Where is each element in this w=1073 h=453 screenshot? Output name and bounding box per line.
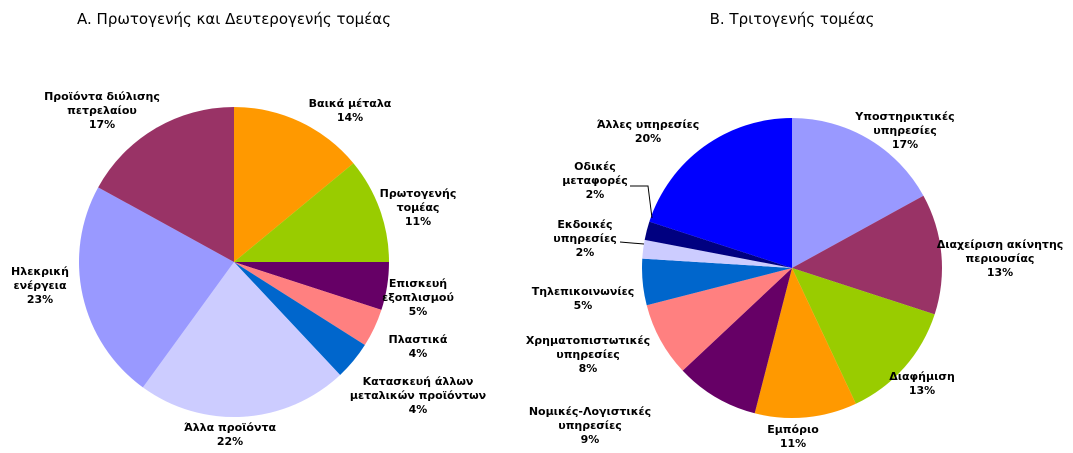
category-label: Άλλες υπηρεσίες [596,118,700,131]
value-label: 23% [26,293,54,306]
leader-line [630,185,653,219]
value-label: 5% [408,305,428,318]
category-label: Πλαστικά [388,333,448,346]
pie-slice [642,258,792,306]
pie-slice [682,268,792,414]
value-label: 9% [580,433,600,446]
category-label: Εμπόριο [767,423,819,436]
pie-slice [234,262,389,310]
pie-slice [792,268,935,404]
slice-label: Τηλεπικοινωνίες 5% [523,285,643,313]
slices [79,107,942,418]
slice-label: Πλαστικά 4% [378,333,458,361]
category-label: Τηλεπικοινωνίες [531,285,635,298]
slice-label: Βαικά μέταλα 14% [295,97,405,125]
slice-label: Πρωτογενής τομέας 11% [378,187,458,229]
pie-slice [792,195,942,315]
pie-slice [234,107,354,262]
value-label: 14% [336,111,364,124]
pie-slice [98,107,235,262]
slice-label: Άλλα προϊόντα 22% [170,421,290,449]
pie-slice [234,163,389,262]
category-label: Διαφήμιση [889,370,955,383]
category-label: Πρωτογενής τομέας [379,187,457,214]
pie-slice [79,187,234,388]
slice-label: Υποστηρικτικές υπηρεσίες 17% [845,110,965,152]
slice-label: Εκδοικές υπηρεσίες 2% [545,218,625,260]
value-label: 8% [578,362,598,375]
category-label: Εκδοικές υπηρεσίες [553,218,617,245]
value-label: 13% [908,384,936,397]
value-label: 13% [986,266,1014,279]
slice-label: Διαχείριση ακίνητης περιουσίας 13% [935,238,1065,280]
pie-slice [234,262,365,375]
category-label: Νομικές-Λογιστικές υπηρεσίες [528,405,652,432]
value-label: 5% [573,299,593,312]
slice-label: Νομικές-Λογιστικές υπηρεσίες 9% [525,405,655,447]
value-label: 2% [575,246,595,259]
value-label: 11% [404,215,432,228]
pie-slice [644,221,792,268]
pie-slice [142,262,341,417]
chart-title: A. Πρωτογενής και Δευτερογενής τομέας [77,10,391,28]
slice-label: Χρηματοπιστωτικές υπηρεσίες 8% [518,334,658,376]
pie-slice [649,118,792,268]
value-label: 17% [88,118,116,131]
category-label: Προϊόντα διύλισης πετρελαίου [44,90,160,117]
value-label: 4% [408,403,428,416]
pie-slice [234,262,382,346]
slice-label: Κατασκευή άλλων μεταλικών προϊόντων 4% [348,375,488,417]
pie-slice [754,268,856,418]
category-label: Επισκευή εξοπλισμού [382,277,454,304]
category-label: Υποστηρικτικές υπηρεσίες [855,110,955,137]
category-label: Χρηματοπιστωτικές υπηρεσίες [525,334,651,361]
category-label: Άλλα προϊόντα [183,421,277,434]
category-label: Ηλεκρική ενέργεια [11,265,69,292]
leader-line [619,241,645,245]
category-label: Διαχείριση ακίνητης περιουσίας [936,238,1064,265]
category-label: Κατασκευή άλλων μεταλικών προϊόντων [349,375,487,402]
category-label: Οδικές μεταφορές [562,160,628,187]
value-label: 2% [585,188,605,201]
chart-title: B. Τριτογενής τομέας [709,10,875,28]
pie-slice [646,268,792,371]
value-label: 17% [891,138,919,151]
slice-label: Οδικές μεταφορές 2% [555,160,635,202]
category-label: Βαικά μέταλα [308,97,392,110]
value-label: 20% [634,132,662,145]
slice-label: Επισκευή εξοπλισμού 5% [373,277,463,319]
value-label: 4% [408,347,428,360]
slice-label: Διαφήμιση 13% [872,370,972,398]
slice-label: Ηλεκρική ενέργεια 23% [0,265,80,307]
slice-label: Εμπόριο 11% [753,423,833,451]
slice-label: Άλλες υπηρεσίες 20% [583,118,713,146]
slice-label: Προϊόντα διύλισης πετρελαίου 17% [42,90,162,132]
pie-slice [792,118,924,268]
value-label: 22% [216,435,244,448]
pie-slice [642,239,792,268]
value-label: 11% [779,437,807,450]
